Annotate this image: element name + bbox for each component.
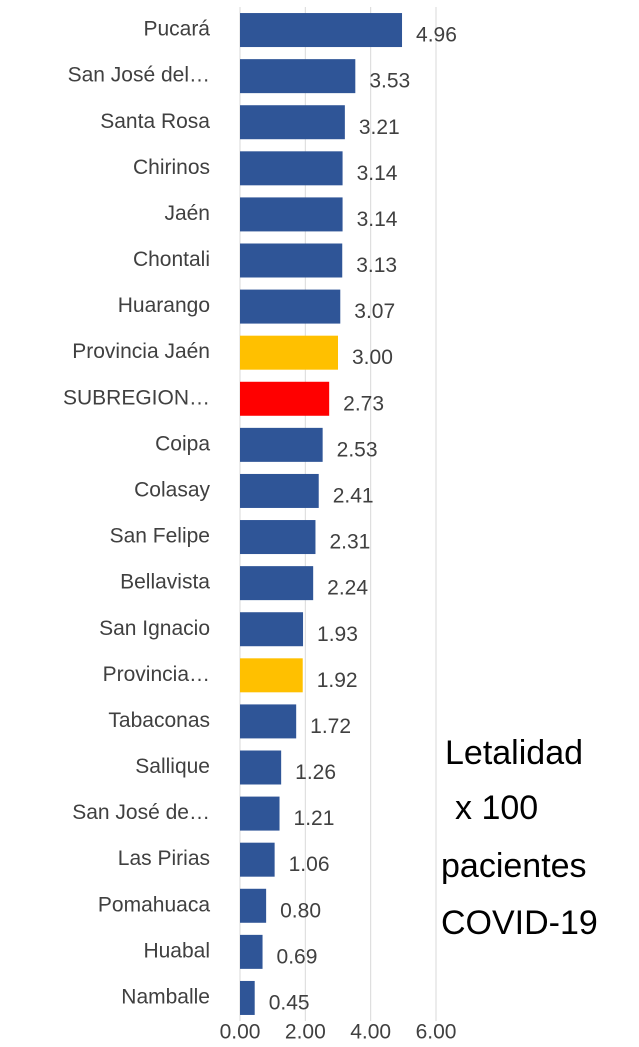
y-tick-label: Chontali bbox=[133, 248, 210, 271]
y-tick-label: Huabal bbox=[143, 939, 210, 962]
data-label: 3.21 bbox=[359, 116, 400, 139]
bar bbox=[240, 750, 282, 785]
annotation: Letalidad bbox=[445, 734, 583, 772]
data-label: 2.24 bbox=[327, 577, 368, 600]
bar bbox=[240, 658, 303, 693]
y-tick-label: Provincia Jaén bbox=[72, 340, 210, 363]
x-tick-label: 2.00 bbox=[285, 1021, 326, 1044]
data-label: 2.41 bbox=[333, 485, 374, 508]
y-tick-label: San José del… bbox=[68, 64, 210, 87]
bar bbox=[240, 934, 263, 969]
bar bbox=[240, 612, 304, 647]
y-tick-label: Sallique bbox=[135, 755, 210, 778]
bar bbox=[240, 197, 343, 232]
bar bbox=[240, 289, 341, 324]
bar bbox=[240, 243, 343, 278]
data-label: 4.96 bbox=[416, 24, 457, 47]
y-tick-label: San Ignacio bbox=[99, 617, 210, 640]
data-label: 0.45 bbox=[269, 992, 310, 1015]
data-label: 3.07 bbox=[354, 300, 395, 323]
data-label: 3.14 bbox=[357, 208, 398, 231]
x-tick-label: 0.00 bbox=[220, 1021, 261, 1044]
y-tick-label: Tabaconas bbox=[108, 709, 210, 732]
y-tick-label: San Felipe bbox=[110, 525, 210, 548]
annotation: x 100 bbox=[455, 789, 538, 827]
y-tick-label: Santa Rosa bbox=[100, 110, 210, 133]
bar bbox=[240, 566, 314, 601]
bar bbox=[240, 335, 338, 370]
data-label: 0.80 bbox=[280, 899, 321, 922]
data-label: 1.92 bbox=[317, 669, 358, 692]
data-label: 2.73 bbox=[343, 392, 384, 415]
bar bbox=[240, 520, 316, 555]
data-label: 1.06 bbox=[289, 853, 330, 876]
bar bbox=[240, 704, 297, 739]
data-label: 3.53 bbox=[369, 70, 410, 93]
y-tick-label: Huarango bbox=[118, 294, 210, 317]
y-tick-label: Jaén bbox=[164, 202, 210, 225]
data-label: 1.93 bbox=[317, 623, 358, 646]
data-label: 2.53 bbox=[337, 438, 378, 461]
x-tick-label: 6.00 bbox=[416, 1021, 457, 1044]
bar bbox=[240, 427, 323, 462]
data-label: 2.31 bbox=[329, 531, 370, 554]
bar bbox=[240, 473, 319, 508]
y-tick-label: Colasay bbox=[134, 479, 210, 502]
y-tick-label: Provincia… bbox=[103, 663, 210, 686]
bar bbox=[240, 888, 267, 923]
bar bbox=[240, 796, 280, 831]
data-label: 1.26 bbox=[295, 761, 336, 784]
bar bbox=[240, 842, 275, 877]
bar bbox=[240, 151, 343, 186]
y-tick-label: Las Pirias bbox=[118, 847, 210, 870]
bar bbox=[240, 105, 345, 140]
data-label: 3.00 bbox=[352, 346, 393, 369]
y-tick-label: Pomahuaca bbox=[98, 893, 210, 916]
data-label: 0.69 bbox=[277, 945, 318, 968]
annotation: pacientes bbox=[441, 847, 587, 885]
bar bbox=[240, 381, 330, 416]
bar bbox=[240, 980, 255, 1015]
bar bbox=[240, 59, 356, 94]
data-label: 3.14 bbox=[357, 162, 398, 185]
y-tick-label: Pucará bbox=[143, 18, 210, 41]
x-tick-label: 4.00 bbox=[350, 1021, 391, 1044]
bar bbox=[240, 13, 403, 48]
y-tick-label: Bellavista bbox=[120, 571, 210, 594]
y-tick-label: SUBREGION… bbox=[63, 386, 210, 409]
y-tick-label: San José de… bbox=[72, 801, 210, 824]
y-tick-label: Chirinos bbox=[133, 156, 210, 179]
data-label: 1.72 bbox=[310, 715, 351, 738]
data-label: 3.13 bbox=[356, 254, 397, 277]
annotation: COVID-19 bbox=[441, 904, 598, 942]
y-tick-label: Coipa bbox=[155, 432, 210, 455]
y-tick-label: Namballe bbox=[121, 986, 210, 1009]
data-label: 1.21 bbox=[294, 807, 335, 830]
